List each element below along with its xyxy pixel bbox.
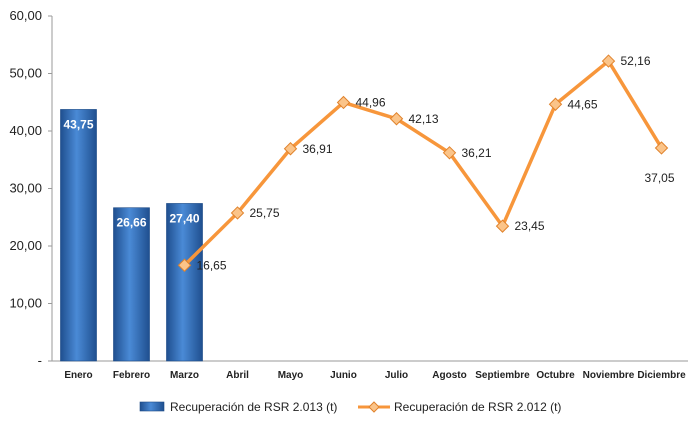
line-data-label: 52,16 [621,54,651,68]
line-data-label: 23,45 [515,219,545,233]
x-tick-label: Noviembre [583,370,635,381]
bar [166,203,203,362]
line-data-label: 25,75 [250,206,280,220]
x-tick-label: Enero [64,370,92,381]
y-tick-label: 50,00 [9,66,42,81]
legend: Recuperación de RSR 2.013 (t) Recuperació… [139,400,561,414]
line-point-marker [177,258,192,272]
x-tick-label: Agosto [432,370,466,381]
bar [113,207,150,362]
x-tick-label: Febrero [113,370,150,381]
x-tick-label: Julio [385,370,408,381]
y-tick-label: 30,00 [9,181,42,196]
x-tick-label: Junio [330,370,357,381]
line-data-label: 42,13 [409,112,439,126]
line-point-marker [601,54,616,68]
axes: - 10,00 20,00 30,00 40,00 50,00 60,00 Enero Febr… [9,8,688,381]
x-tick-label: Octubre [536,370,575,381]
bar-data-label: 43,75 [63,117,93,131]
y-tick-label: 10,00 [9,296,42,311]
bar-data-label: 26,66 [116,216,146,230]
line-data-label: 36,91 [303,142,333,156]
legend-bar-swatch [139,401,165,412]
series-line [183,59,663,267]
x-tick-label: Diciembre [637,370,686,381]
line-point-marker [495,219,510,233]
line-point-marker [283,142,298,156]
x-tick-label: Mayo [278,370,304,381]
legend-label: Recuperación de RSR 2.012 (t) [394,400,561,414]
line-data-label: 44,96 [356,95,386,109]
line-point-marker [548,97,563,111]
bar-series: 43,75 26,66 27,40 [60,109,203,362]
line-point-marker [442,146,457,160]
y-tick-label: 60,00 [9,8,42,23]
y-tick-label: 20,00 [9,238,42,253]
x-tick-label: Abril [226,370,249,381]
line-data-label: 16,65 [197,258,227,272]
bar [60,109,97,362]
line-point-marker [654,141,669,155]
line-series: 16,65 25,75 36,91 44,96 42,13 36,21 23,45 44,65… [177,54,675,272]
line-point-marker [336,95,351,110]
legend-line-marker [368,401,380,413]
line-data-label: 44,65 [568,97,598,111]
legend-label: Recuperación de RSR 2.013 (t) [170,400,337,414]
line-point-marker [389,112,404,126]
line-data-label: 36,21 [462,146,492,160]
line-point-marker [230,206,245,220]
bar-data-label: 27,40 [169,211,199,225]
x-tick-label: Septiembre [475,370,530,381]
line-data-label: 37,05 [644,171,674,185]
x-tick-label: Marzo [170,370,199,381]
y-tick-label: 40,00 [9,123,42,138]
y-tick-label: - [38,353,42,368]
